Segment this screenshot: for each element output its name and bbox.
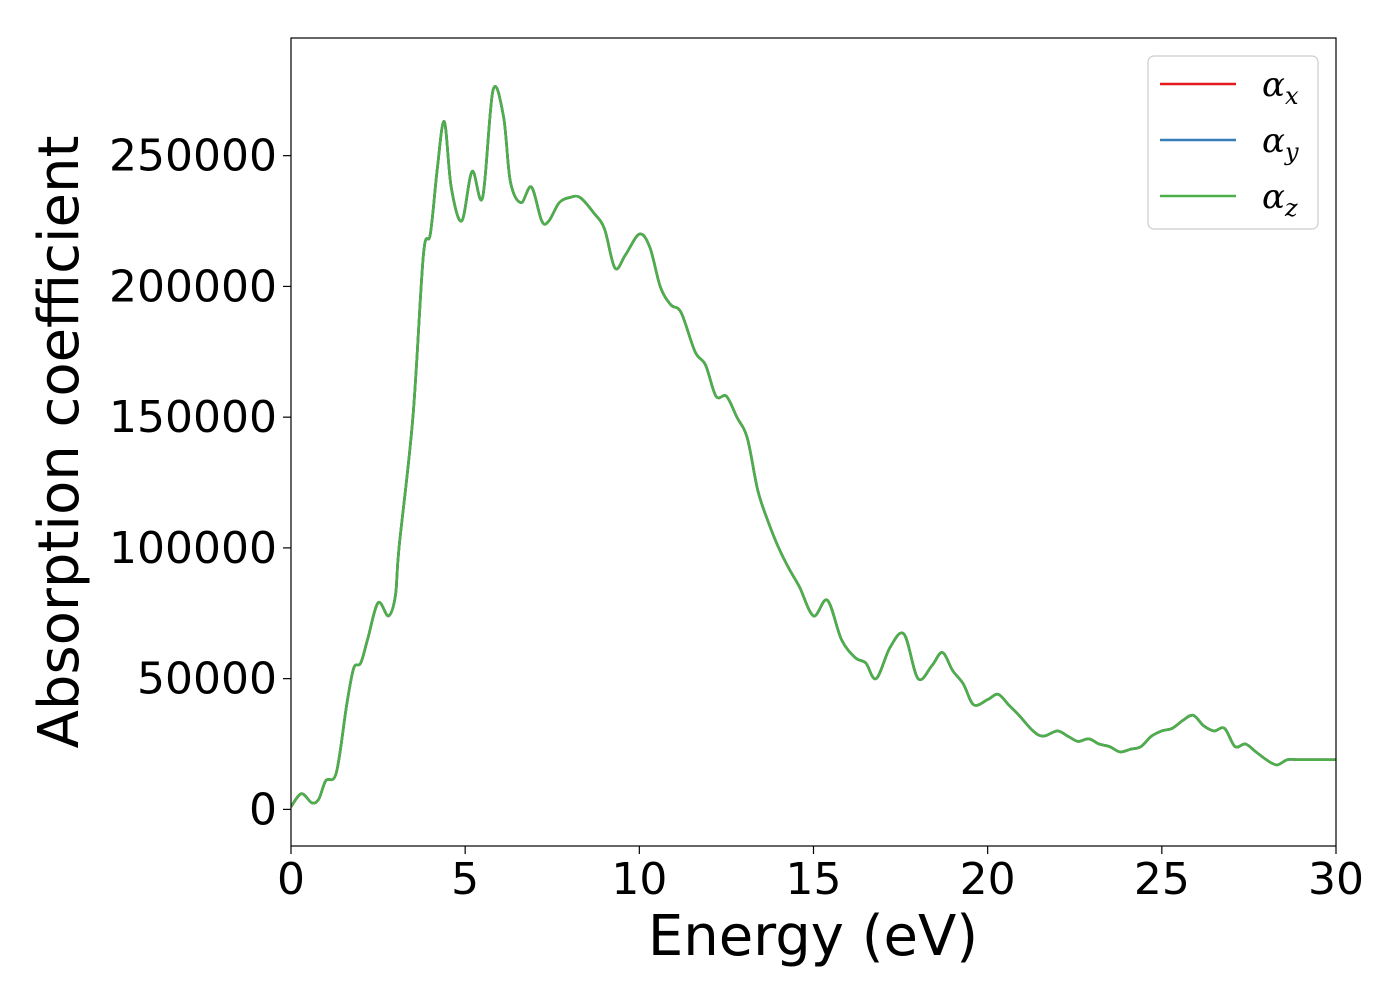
x-tick-label: 20: [960, 854, 1016, 905]
x-tick-label: 5: [451, 854, 479, 905]
series-layer: [291, 85, 1336, 808]
y-tick-label: 50000: [137, 654, 277, 705]
x-tick-label: 15: [786, 854, 842, 905]
y-axis-label: Absorption coefficient: [27, 136, 92, 749]
x-axis-label: Energy (eV): [648, 904, 978, 969]
legend-symbol: α: [1262, 121, 1285, 161]
legend-subscript: z: [1284, 194, 1298, 222]
y-tick-label: 100000: [109, 523, 277, 574]
x-axis: 0 5 10 15 20 25 30: [277, 846, 1364, 905]
y-axis: 0 50000 100000 150000 200000 250000: [109, 131, 291, 835]
x-tick-label: 10: [611, 854, 667, 905]
legend-subscript: y: [1284, 138, 1299, 166]
legend-label-y: αy: [1262, 121, 1299, 166]
x-tick-label: 0: [277, 854, 305, 905]
series-line-z: [291, 85, 1336, 808]
legend-subscript: x: [1285, 82, 1299, 110]
legend-label-z: αz: [1262, 177, 1298, 222]
x-tick-label: 25: [1134, 854, 1190, 905]
legend-symbol: α: [1262, 177, 1285, 217]
legend-symbol: α: [1262, 65, 1285, 105]
y-tick-label: 200000: [109, 261, 277, 312]
x-tick-label: 30: [1308, 854, 1364, 905]
y-tick-label: 0: [249, 784, 277, 835]
y-tick-label: 250000: [109, 131, 277, 182]
y-tick-label: 150000: [109, 392, 277, 443]
legend-box: [1147, 55, 1319, 230]
legend-label-x: αx: [1262, 65, 1299, 110]
